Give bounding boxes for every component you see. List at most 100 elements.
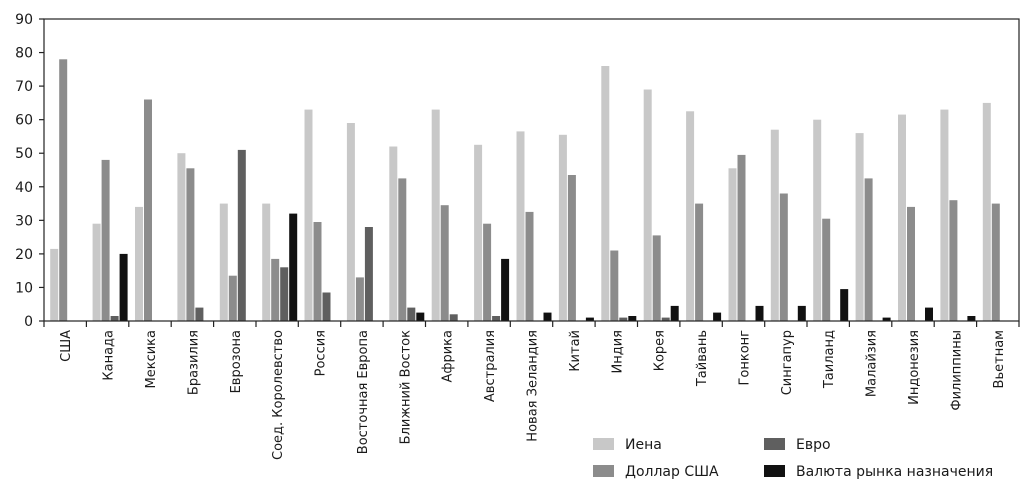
x-category-label: Новая Зеландия [526, 330, 541, 442]
x-category-label: Соед. Королевство [271, 330, 286, 460]
bar-s1-c11 [525, 211, 534, 321]
bar-s1-c13 [610, 250, 619, 321]
x-category-label: Австралия [483, 330, 498, 402]
bar-s2-c8 [407, 307, 416, 321]
bar-s0-c17 [770, 129, 779, 321]
bar-s1-c21 [949, 200, 958, 321]
y-tick-label: 80 [15, 46, 33, 62]
bar-s1-c3 [186, 168, 195, 321]
x-category-label: Африка [441, 330, 456, 383]
axes-layer [39, 18, 1020, 327]
bar-s2-c7 [364, 227, 373, 321]
y-tick-label: 50 [15, 146, 33, 162]
x-category-label: Корея [653, 330, 668, 371]
bar-s0-c9 [431, 109, 440, 321]
x-category-label: Малайзия [865, 330, 880, 397]
legend-swatch-yen [593, 438, 614, 450]
bar-s1-c6 [313, 222, 322, 321]
bar-s1-c17 [779, 193, 788, 321]
bar-s2-c6 [322, 292, 331, 321]
bar-s1-c7 [355, 277, 364, 321]
bar-s2-c5 [280, 267, 289, 321]
bar-s3-c8 [416, 312, 425, 321]
x-category-label: Таиланд [822, 330, 837, 389]
bar-s1-c4 [228, 275, 237, 321]
y-tick-label: 70 [15, 79, 33, 95]
y-axis-ticks: 0 10 20 30 40 50 60 70 80 90 [15, 12, 33, 330]
bar-s3-c11 [543, 312, 552, 321]
bar-s1-c22 [991, 203, 1000, 321]
x-category-label: Сингапур [780, 330, 795, 395]
x-category-label: Ближний Восток [398, 330, 413, 444]
y-tick-label: 40 [15, 180, 33, 196]
legend-swatch-local [764, 465, 785, 477]
bar-s1-c8 [398, 178, 407, 321]
bar-s2-c13 [619, 317, 628, 321]
bar-s2-c14 [661, 317, 670, 321]
bar-s2-c4 [237, 149, 246, 321]
legend-label-yen: Иена [625, 437, 662, 453]
bar-s3-c5 [289, 213, 298, 321]
bar-s0-c4 [219, 203, 228, 321]
x-category-label: Россия [314, 330, 329, 376]
bar-s0-c15 [686, 111, 695, 321]
legend-swatch-usd [593, 465, 614, 477]
x-category-label: Вьетнам [992, 330, 1007, 388]
bar-s0-c16 [728, 168, 737, 321]
legend-label-euro: Евро [796, 437, 831, 453]
bar-s1-c20 [907, 206, 915, 321]
bar-s2-c10 [492, 316, 501, 321]
bar-s0-c22 [982, 102, 991, 322]
x-category-label: Филиппины [949, 330, 964, 411]
x-category-label: Индонезия [907, 330, 922, 405]
bar-s1-c1 [101, 159, 110, 321]
bar-s3-c1 [119, 253, 128, 321]
bars-layer [50, 59, 1000, 322]
bar-s0-c0 [50, 248, 59, 321]
bar-s1-c19 [864, 178, 873, 321]
bar-s3-c13 [628, 316, 637, 321]
legend: Иена Доллар США Евро Валюта рынка назнач… [593, 437, 993, 480]
x-category-label: Индия [610, 330, 625, 373]
bar-s2-c9 [449, 314, 458, 321]
x-axis-labels: США Канада Мексика Бразилия Еврозона Соед. Ко… [59, 330, 1007, 460]
x-category-label: Китай [568, 330, 583, 372]
bar-s3-c16 [755, 305, 764, 321]
bar-s1-c12 [567, 175, 576, 321]
legend-swatch-euro [764, 438, 785, 450]
bar-s0-c10 [474, 144, 483, 321]
bar-s1-c15 [695, 203, 704, 321]
bar-s0-c2 [135, 206, 143, 321]
bar-s1-c0 [59, 59, 68, 322]
bar-s0-c11 [516, 131, 525, 321]
bar-s3-c17 [797, 305, 806, 321]
bar-s3-c20 [925, 307, 933, 321]
plot-frame [43, 18, 1020, 322]
bar-s3-c21 [967, 316, 976, 321]
y-tick-label: 90 [15, 12, 33, 28]
bar-s1-c16 [737, 154, 746, 321]
bar-s3-c12 [585, 317, 594, 321]
bar-s3-c19 [882, 317, 891, 321]
bar-s0-c7 [346, 123, 355, 321]
bar-s0-c14 [643, 89, 652, 321]
bar-s0-c20 [898, 114, 906, 321]
bar-s0-c5 [262, 203, 271, 321]
bar-s1-c14 [652, 235, 661, 321]
y-tick-label: 0 [24, 314, 33, 330]
bar-s1-c9 [440, 205, 449, 321]
x-category-label: Восточная Европа [356, 330, 371, 454]
x-category-label: Гонконг [738, 330, 753, 386]
legend-label-local: Валюта рынка назначения [796, 464, 993, 480]
x-category-label: Тайвань [695, 330, 710, 387]
bar-s1-c5 [271, 258, 280, 321]
bar-s2-c3 [195, 307, 204, 321]
bar-s3-c18 [840, 289, 849, 321]
bar-s0-c21 [940, 109, 949, 321]
legend-label-usd: Доллар США [625, 464, 719, 480]
y-tick-label: 30 [15, 213, 33, 229]
bar-s0-c19 [855, 133, 864, 321]
bar-s0-c12 [558, 134, 567, 321]
bar-s3-c15 [713, 312, 722, 321]
